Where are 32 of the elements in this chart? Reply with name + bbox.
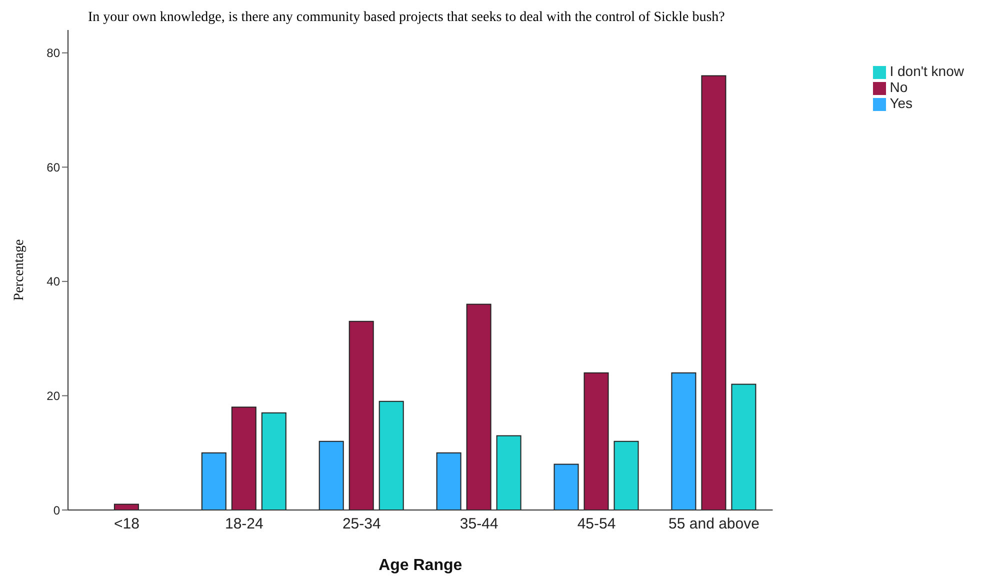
bar bbox=[671, 372, 696, 510]
legend-label: I don't know bbox=[890, 63, 964, 79]
y-axis-title: Percentage bbox=[12, 239, 27, 301]
legend-label: No bbox=[890, 79, 908, 95]
bar bbox=[318, 440, 344, 510]
x-tick-label: <18 bbox=[114, 516, 140, 533]
y-tick-label: 0 bbox=[53, 503, 60, 518]
legend-label: Yes bbox=[890, 95, 913, 111]
x-tick-label: 18-24 bbox=[224, 516, 264, 533]
y-tick-label: 20 bbox=[46, 388, 60, 403]
x-tick-label: 35-44 bbox=[460, 516, 498, 533]
y-tick-label: 60 bbox=[46, 160, 60, 174]
bar bbox=[201, 452, 226, 510]
bar bbox=[554, 464, 579, 510]
y-tick-label: 40 bbox=[46, 274, 60, 289]
bar bbox=[584, 372, 609, 510]
bar bbox=[731, 384, 756, 510]
bar bbox=[614, 440, 639, 510]
chart-title: In your own knowledge, is there any community based projects that seeks to deal with the control of Sickle bush? bbox=[88, 10, 725, 26]
bar bbox=[436, 452, 462, 510]
bar bbox=[378, 400, 404, 510]
bar bbox=[231, 406, 256, 510]
bar bbox=[261, 412, 286, 510]
bar bbox=[348, 320, 374, 510]
bar bbox=[701, 75, 726, 510]
x-tick-label: 55 and above bbox=[668, 516, 760, 533]
bar bbox=[466, 304, 492, 510]
x-tick-label: 25-34 bbox=[342, 516, 381, 533]
x-tick-label: 45-54 bbox=[577, 516, 616, 533]
x-axis-title: Age Range bbox=[378, 557, 462, 574]
bar bbox=[496, 435, 522, 510]
y-tick-label: 80 bbox=[46, 46, 60, 60]
